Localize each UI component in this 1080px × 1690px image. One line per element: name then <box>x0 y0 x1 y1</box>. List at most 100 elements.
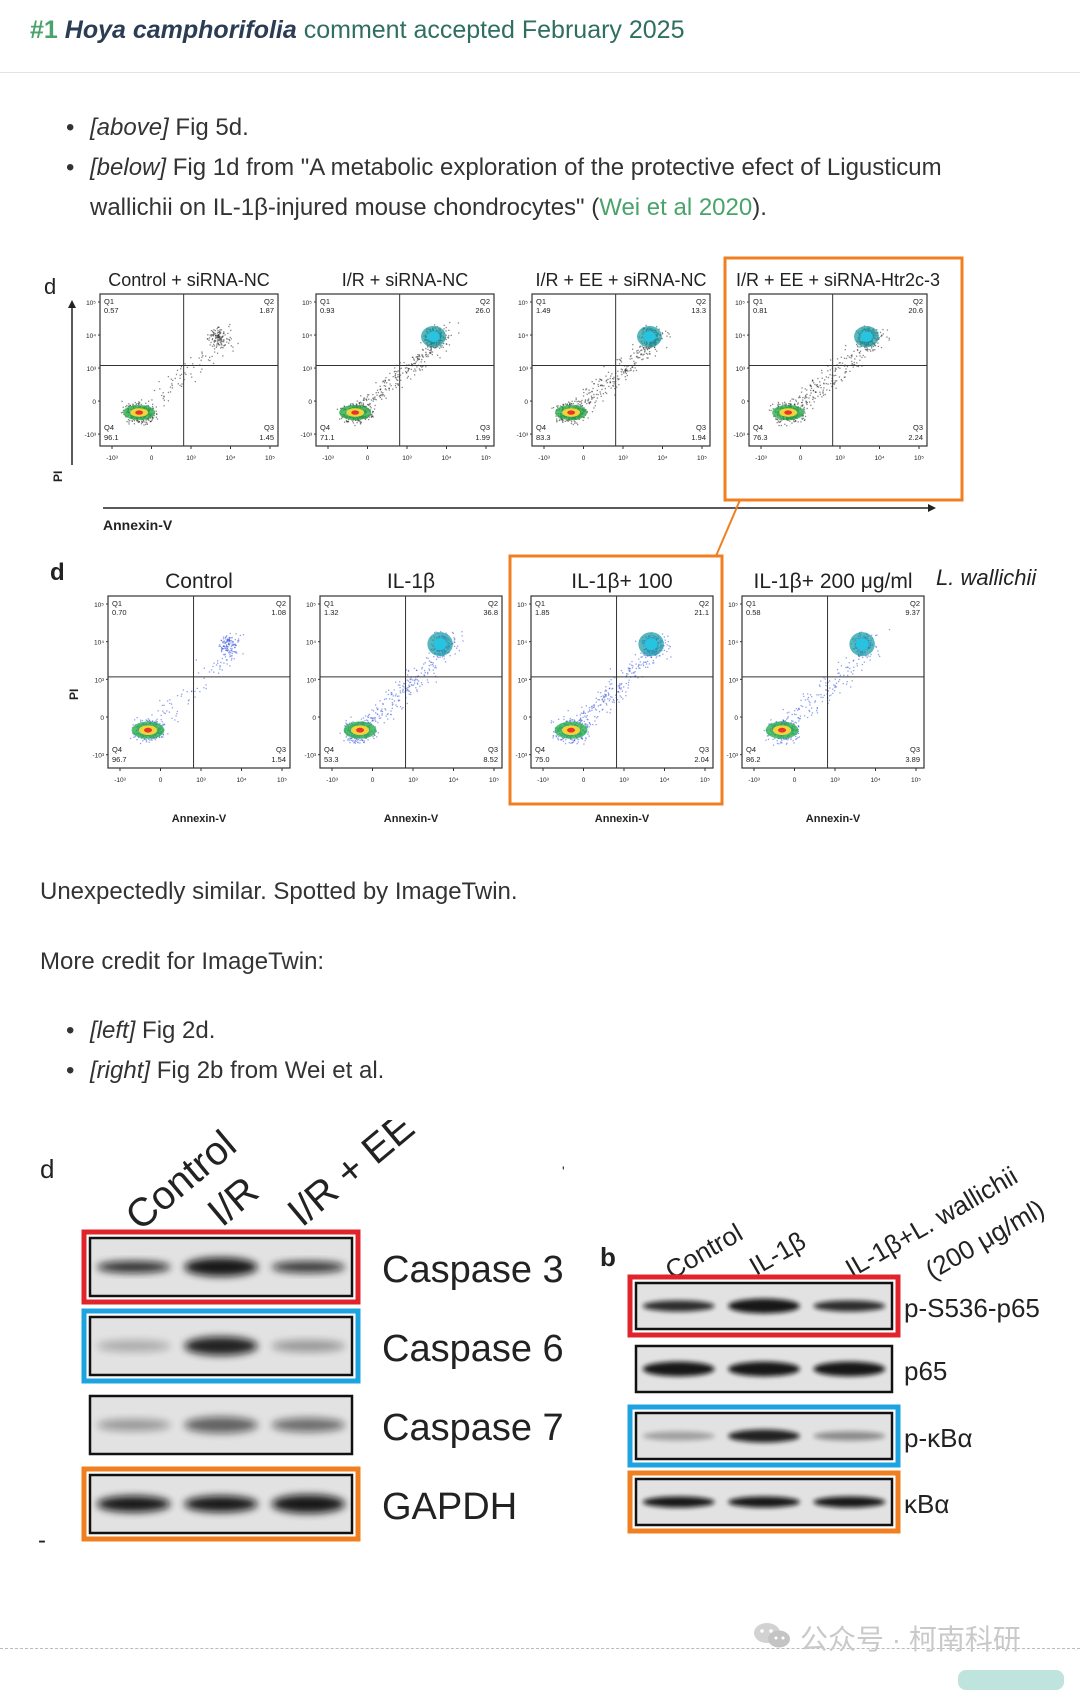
y-tick-label: 0 <box>734 715 738 722</box>
quadrant-name: Q4 <box>535 745 545 754</box>
x-tick-label: -10³ <box>322 455 334 462</box>
citation-link[interactable]: Wei et al 2020 <box>599 194 752 221</box>
flow-cytometry-figure: d PI Annexin-V Control + siRNA-NCQ10.57Q… <box>0 250 1080 830</box>
x-tick-label: -10³ <box>755 455 767 462</box>
plot-frame <box>100 294 278 446</box>
x-tick-label: -10³ <box>326 777 338 784</box>
blot-row-label: Caspase 7 <box>382 1407 564 1449</box>
list-item: [above] Fig 5d. <box>66 108 1026 148</box>
blot-band <box>813 1431 885 1440</box>
y-tick-label: 10³ <box>519 366 529 373</box>
quadrant-name: Q1 <box>112 599 122 608</box>
y-tick-label: 10³ <box>518 677 528 684</box>
y-tick-label: 10⁴ <box>86 333 96 340</box>
blot-row: κBα <box>630 1473 949 1531</box>
panel-title: Control <box>165 570 233 593</box>
quadrant-name: Q3 <box>913 423 923 432</box>
x-tick-label: 0 <box>150 455 154 462</box>
quadrant-name: Q4 <box>746 745 756 754</box>
panel-title: I/R + EE + siRNA-NC <box>535 270 706 290</box>
quadrant-name: Q2 <box>913 297 923 306</box>
y-tick-label: 10³ <box>87 366 97 373</box>
blot-row-label: Caspase 3 <box>382 1249 564 1291</box>
corner-button[interactable] <box>958 1670 1064 1690</box>
quadrant-name: Q3 <box>699 745 709 754</box>
plot-frame <box>316 294 494 446</box>
plot-frame <box>108 596 290 768</box>
blot-band <box>643 1431 715 1440</box>
quadrant-name: Q1 <box>104 297 114 306</box>
x-tick-label: -10³ <box>114 777 126 784</box>
y-tick-label: 0 <box>100 715 104 722</box>
x-tick-label: 0 <box>371 777 375 784</box>
blot-row: p-κBα <box>630 1407 973 1465</box>
quadrant-name: Q2 <box>696 297 706 306</box>
flow-panel: Control + siRNA-NCQ10.57Q21.87Q31.45Q496… <box>84 270 278 462</box>
y-tick-label: 10⁵ <box>94 602 104 609</box>
quadrant-value: 26.0 <box>475 306 490 315</box>
top-x-axis-label: Annexin-V <box>103 517 173 533</box>
x-tick-label: 10⁵ <box>265 455 275 462</box>
y-tick-label: 10⁴ <box>517 640 527 647</box>
blot-band <box>97 1419 170 1431</box>
top-panel-letter: d <box>44 274 56 299</box>
quadrant-value: 0.70 <box>112 608 127 617</box>
y-tick-label: 10³ <box>307 677 317 684</box>
quadrant-name: Q2 <box>699 599 709 608</box>
left-panel-letter: d <box>40 1154 54 1184</box>
y-tick-label: 0 <box>308 399 312 406</box>
flow-panel: IL-1β+ 200 μg/mlQ10.58Q29.37Q33.89Q486.2… <box>726 570 924 825</box>
x-tick-label: 10⁵ <box>481 455 491 462</box>
tag-label: [below] <box>90 154 166 181</box>
species-name[interactable]: Hoya camphorifolia <box>65 16 297 44</box>
tag-label: [above] <box>90 114 169 141</box>
quadrant-value: 86.2 <box>746 755 761 764</box>
x-tick-label: -10³ <box>748 777 760 784</box>
quadrant-value: 0.81 <box>753 306 768 315</box>
flow-panel: IL-1β+ 100Q11.85Q221.1Q32.04Q475.010⁵10⁴… <box>515 570 713 825</box>
panel-title: IL-1β <box>387 570 435 593</box>
blot-column-label: I/R + EE <box>280 1120 423 1235</box>
x-tick-label: 0 <box>799 455 803 462</box>
panel-title: IL-1β+ 100 <box>571 570 672 593</box>
y-tick-label: 10⁴ <box>306 640 316 647</box>
list-item-text: ). <box>752 194 767 221</box>
x-tick-label: 10⁴ <box>870 777 880 784</box>
list-item-text: Fig 2d. <box>135 1017 215 1044</box>
x-tick-label: 10⁴ <box>659 777 669 784</box>
y-tick-label: 0 <box>312 715 316 722</box>
y-tick-label: 10⁴ <box>728 640 738 647</box>
x-tick-label: 10⁵ <box>914 455 924 462</box>
blot-band <box>813 1496 885 1507</box>
y-tick-label: 0 <box>524 399 528 406</box>
blot-band <box>728 1496 800 1507</box>
quadrant-name: Q4 <box>104 423 114 432</box>
x-tick-label: 10⁴ <box>441 455 451 462</box>
flow-panel: ControlQ10.70Q21.08Q31.54Q496.710⁵10⁴10³… <box>92 570 290 825</box>
wechat-icon <box>752 1620 792 1650</box>
blot-band <box>184 1417 257 1433</box>
y-tick-label: 0 <box>523 715 527 722</box>
blot-band <box>272 1495 345 1514</box>
y-tick-label: 10³ <box>736 366 746 373</box>
blot-band <box>272 1261 345 1273</box>
comment-number[interactable]: #1 <box>30 16 58 44</box>
blot-band <box>643 1362 715 1377</box>
blot-row-label: p-κBα <box>904 1423 973 1453</box>
quadrant-value: 1.45 <box>259 433 274 442</box>
quadrant-name: Q1 <box>535 599 545 608</box>
comment-title: #1 Hoya camphorifolia comment accepted F… <box>30 16 684 45</box>
watermark-text: 公众号 · 柯南科研 <box>800 1618 1021 1658</box>
blot-band <box>728 1299 800 1314</box>
panel-title: Control + siRNA-NC <box>108 270 270 290</box>
y-tick-label: 10⁴ <box>94 640 104 647</box>
quadrant-value: 96.7 <box>112 755 127 764</box>
quadrant-name: Q4 <box>324 745 334 754</box>
quadrant-value: 75.0 <box>535 755 550 764</box>
x-tick-label: 10⁵ <box>489 777 499 784</box>
x-tick-label: 10⁴ <box>448 777 458 784</box>
quadrant-value: 13.3 <box>691 306 706 315</box>
quadrant-value: 0.58 <box>746 608 761 617</box>
credit-list: [left] Fig 2d. [right] Fig 2b from Wei e… <box>66 1011 1026 1091</box>
quadrant-name: Q2 <box>910 599 920 608</box>
